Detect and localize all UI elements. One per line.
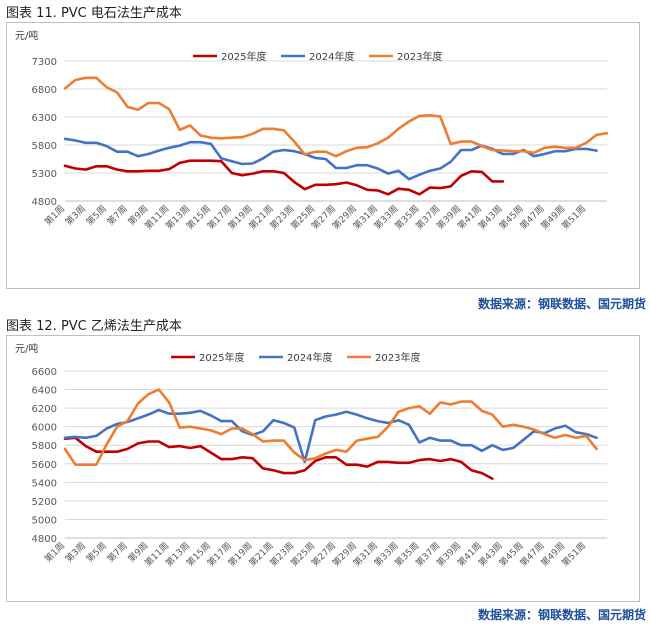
series-line-2024年度 <box>63 408 598 464</box>
line-chart: 4800 5000 5200 5400 5600 5800 6000 6200 6400 6600… <box>15 342 607 569</box>
y-tick-label: 5600 <box>32 460 57 471</box>
chart-title: 图表 12. PVC 乙烯法生产成本 <box>6 319 182 334</box>
data-source-note: 数据来源：钢联数据、国元期货 <box>477 608 646 622</box>
chart-frame: 4800 5000 5200 5400 5600 5800 6000 6200 6400 6600… <box>6 335 640 602</box>
series-line-2025年度 <box>63 436 494 480</box>
x-tick-label: 第5周 <box>84 540 109 565</box>
legend-label: 2024年度 <box>287 351 332 364</box>
y-tick-label: 4800 <box>32 197 57 208</box>
y-tick-label: 6800 <box>32 85 57 96</box>
x-tick-label: 第7周 <box>104 203 129 228</box>
y-tick-label: 5300 <box>32 169 57 180</box>
x-tick-label: 第51周 <box>559 540 588 569</box>
y-tick-label: 6300 <box>32 113 57 124</box>
legend-label: 2023年度 <box>375 351 420 364</box>
y-tick-label: 6400 <box>32 386 57 397</box>
y-tick-label: 6600 <box>32 367 57 378</box>
y-axis-label: 元/吨 <box>15 342 38 355</box>
x-tick-label: 第3周 <box>63 540 88 565</box>
data-source-note: 数据来源：钢联数据、国元期货 <box>477 297 646 311</box>
chart-title: 图表 11. PVC 电石法生产成本 <box>6 6 182 21</box>
legend-label: 2025年度 <box>221 50 266 63</box>
y-tick-label: 4800 <box>32 534 57 545</box>
y-tick-label: 5400 <box>32 478 57 489</box>
legend-label: 2025年度 <box>199 351 244 364</box>
line-chart: 480053005800630068007300元/吨第1周第3周第5周第7周第… <box>15 29 609 232</box>
y-tick-label: 5800 <box>32 441 57 452</box>
y-tick-label: 7300 <box>32 57 57 68</box>
y-tick-label: 5000 <box>32 515 57 526</box>
y-tick-label: 6200 <box>32 404 57 415</box>
legend-label: 2024年度 <box>309 50 354 63</box>
y-tick-label: 5200 <box>32 497 57 508</box>
y-tick-label: 6000 <box>32 423 57 434</box>
series-line-2025年度 <box>63 159 505 196</box>
y-axis-label: 元/吨 <box>15 29 38 42</box>
legend-label: 2023年度 <box>397 50 442 63</box>
x-tick-label: 第51周 <box>559 203 588 232</box>
series-line-2023年度 <box>63 76 609 158</box>
x-tick-label: 第5周 <box>84 203 109 228</box>
x-tick-label: 第7周 <box>104 540 129 565</box>
x-tick-label: 第3周 <box>63 203 88 228</box>
y-tick-label: 5800 <box>32 141 57 152</box>
series-line-2024年度 <box>63 137 598 181</box>
series-line-2023年度 <box>63 388 598 466</box>
chart-frame: 4800 5300 5800 6300 6800 7300 元/吨 第1周 第3周 第5周 第7周第… <box>6 22 640 289</box>
